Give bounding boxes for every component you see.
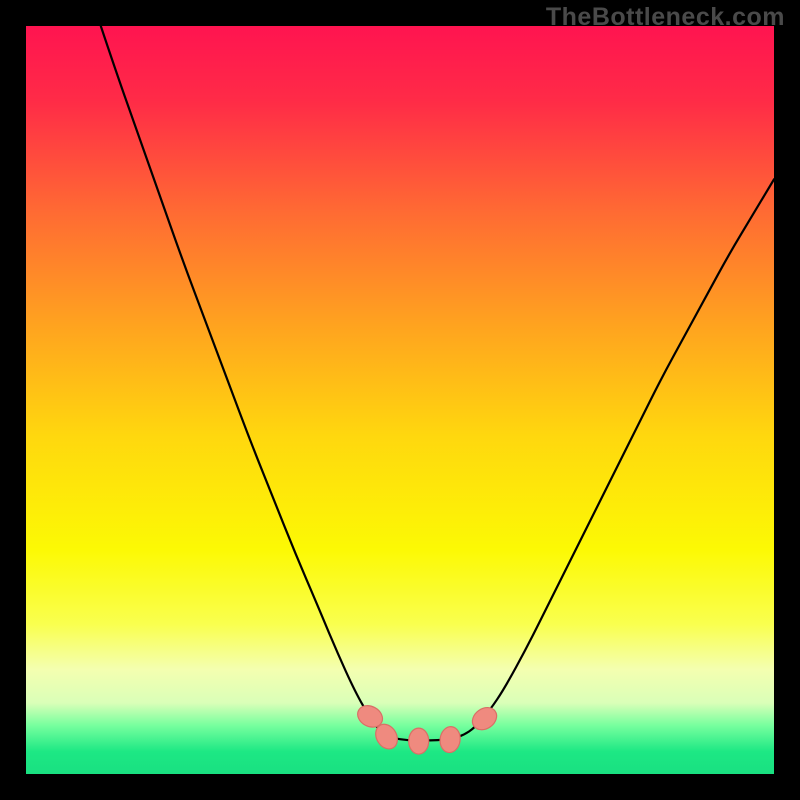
watermark-text: TheBottleneck.com xyxy=(546,3,785,32)
plot-background xyxy=(26,26,774,774)
trough-marker xyxy=(409,728,429,754)
bottleneck-chart xyxy=(0,0,800,800)
